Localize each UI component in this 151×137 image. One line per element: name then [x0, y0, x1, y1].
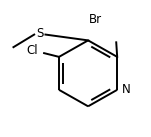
Text: S: S: [36, 27, 43, 40]
Text: N: N: [121, 83, 130, 96]
Text: Cl: Cl: [26, 44, 38, 57]
Text: Br: Br: [89, 13, 102, 26]
